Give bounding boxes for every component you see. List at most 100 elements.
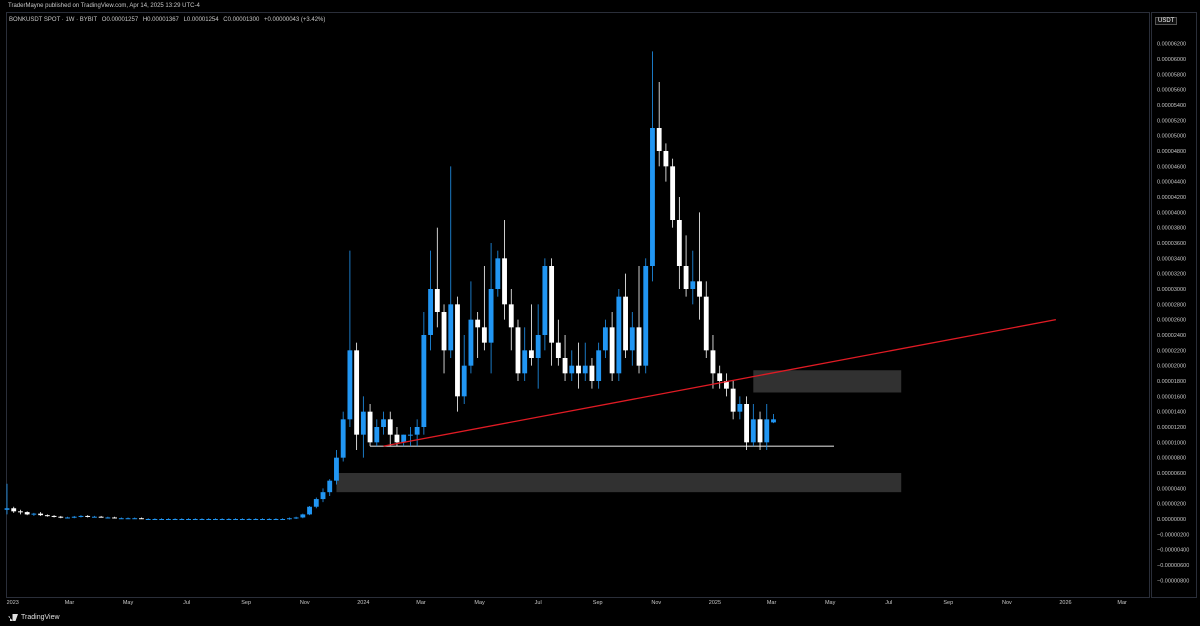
- x-tick-label: Nov: [1002, 600, 1012, 606]
- y-tick-label: −0.00000200: [1157, 532, 1189, 538]
- y-tick-label: 0.00006200: [1157, 42, 1186, 48]
- y-tick-label: 0.00001000: [1157, 440, 1186, 446]
- candle-body: [697, 281, 702, 297]
- candle-body: [354, 350, 360, 435]
- candle-body: [226, 519, 232, 520]
- candle-body: [374, 427, 380, 443]
- y-tick-label: 0.00004800: [1157, 149, 1186, 155]
- x-tick-label: May: [825, 600, 836, 606]
- y-tick-label: 0.00001200: [1157, 425, 1186, 431]
- candle-body: [723, 381, 729, 389]
- symbol-legend: BONKUSDT SPOT · 1W · BYBIT O0.00001257 H…: [9, 17, 328, 23]
- candle-body: [11, 508, 17, 512]
- supply-demand-zone: [753, 370, 902, 393]
- candle-body: [555, 342, 561, 358]
- candle-body: [360, 411, 366, 435]
- candle-body: [401, 434, 407, 443]
- candle-body: [676, 220, 682, 266]
- change-value: +0.00000043 (+3.42%): [264, 17, 326, 23]
- candle-body: [387, 419, 393, 435]
- high-value: H0.00001367: [142, 17, 179, 23]
- y-tick-label: 0.00000400: [1157, 486, 1186, 492]
- y-tick-label: 0.00000200: [1157, 502, 1186, 508]
- candle-body: [266, 519, 272, 520]
- candle-body: [105, 517, 111, 519]
- y-tick-label: 0.00002400: [1157, 333, 1186, 339]
- candle-body: [616, 296, 622, 374]
- candle-body: [468, 319, 474, 366]
- tradingview-logo[interactable]: TradingView: [8, 614, 60, 621]
- y-tick-label: 0.00004000: [1157, 210, 1186, 216]
- candle-body: [307, 506, 312, 515]
- candle-body: [213, 519, 218, 520]
- open-value: O0.00001257: [101, 17, 139, 23]
- supply-demand-zone: [336, 473, 902, 493]
- candle-body: [91, 516, 97, 518]
- candle-body: [582, 365, 588, 374]
- x-tick-label: Sep: [943, 600, 953, 606]
- candle-body: [199, 519, 205, 520]
- candle-body: [206, 519, 212, 520]
- candle-body: [576, 365, 581, 374]
- y-tick-label: 0.00005800: [1157, 72, 1186, 78]
- y-tick-label: 0.00005400: [1157, 103, 1186, 109]
- candle-body: [421, 335, 427, 427]
- candle-body: [407, 434, 413, 436]
- candle-body: [529, 350, 534, 358]
- x-tick-label: May: [123, 600, 134, 606]
- chart-pane[interactable]: [6, 12, 1150, 598]
- trendline: [383, 319, 1056, 447]
- y-tick-label: −0.00000600: [1157, 563, 1189, 569]
- candle-body: [172, 519, 178, 520]
- candle-body: [125, 518, 131, 520]
- x-tick-label: 2026: [1059, 600, 1071, 606]
- candle-body: [663, 151, 669, 167]
- candle-body: [78, 515, 84, 517]
- x-tick-label: Sep: [593, 600, 603, 606]
- candle-body: [145, 519, 151, 520]
- candle-body: [650, 128, 655, 266]
- candle-body: [165, 519, 171, 520]
- y-tick-label: 0.00002600: [1157, 318, 1186, 324]
- x-tick-label: 2025: [709, 600, 721, 606]
- x-tick-label: Jul: [535, 600, 542, 606]
- candle-body: [757, 419, 763, 443]
- candle-body: [159, 519, 165, 520]
- candle-body: [481, 327, 487, 343]
- candle-body: [367, 411, 373, 443]
- candle-body: [192, 519, 198, 520]
- candle-body: [253, 519, 259, 520]
- candle-body: [139, 518, 144, 520]
- candle-body: [656, 128, 662, 151]
- x-tick-label: Jul: [885, 600, 892, 606]
- y-tick-label: −0.00000400: [1157, 548, 1189, 554]
- candle-body: [515, 327, 521, 374]
- candle-body: [522, 350, 528, 374]
- candle-body: [313, 499, 319, 507]
- y-tick-label: 0.00005000: [1157, 134, 1186, 140]
- candle-body: [730, 388, 736, 412]
- candle-body: [508, 304, 514, 328]
- candle-body: [636, 327, 642, 366]
- y-tick-label: 0.00000600: [1157, 471, 1186, 477]
- candle-body: [717, 373, 723, 381]
- candle-body: [623, 296, 628, 351]
- candle-body: [327, 480, 333, 493]
- y-tick-label: −0.00000800: [1157, 578, 1189, 584]
- x-tick-label: Nov: [651, 600, 661, 606]
- candle-body: [744, 404, 750, 443]
- y-tick-label: 0.00004600: [1157, 164, 1186, 170]
- symbol-label: BONKUSDT SPOT · 1W · BYBIT: [9, 17, 98, 23]
- candle-body: [455, 304, 460, 397]
- price-axis[interactable]: [1151, 12, 1197, 598]
- close-value: C0.00001300: [223, 17, 260, 23]
- candle-body: [381, 419, 386, 427]
- y-tick-label: 0.00005600: [1157, 88, 1186, 94]
- candle-body: [71, 516, 77, 518]
- currency-unit-badge[interactable]: USDT: [1155, 17, 1178, 25]
- candle-body: [764, 419, 770, 443]
- candle-body: [441, 312, 447, 351]
- candle-body: [51, 515, 57, 517]
- candle-body: [448, 304, 454, 351]
